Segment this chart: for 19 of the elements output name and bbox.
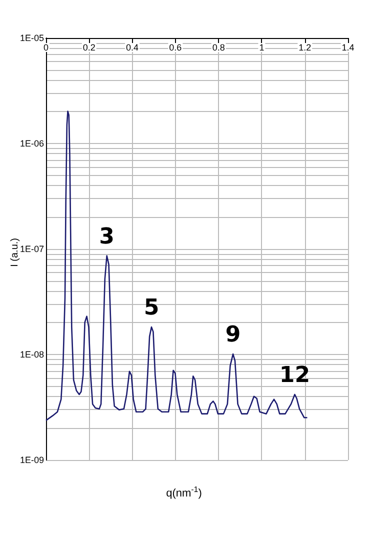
annotation: 9 — [225, 322, 241, 348]
x-tick-label: 0 — [43, 42, 49, 52]
y-tick-label: 1E-09 — [20, 455, 44, 465]
y-tick-label: 1E-08 — [20, 350, 44, 360]
x-tick-label: 1.4 — [342, 42, 354, 52]
x-tick-label: 0.8 — [212, 42, 225, 52]
x-tick-label: 1 — [259, 42, 264, 52]
line-series — [45, 110, 308, 422]
y-axis-title: I (a.u.) — [10, 238, 20, 267]
annotation: 5 — [144, 296, 160, 321]
y-tick-label: 1E-07 — [20, 244, 44, 254]
x-tick-label: 0.6 — [169, 42, 182, 52]
annotation: 3 — [99, 224, 114, 250]
y-tick-label: 1E-06 — [20, 138, 44, 148]
x-tick-label: 0.2 — [82, 42, 96, 52]
x-tick-label: 1.2 — [298, 42, 312, 52]
y-tick-label: 1E-05 — [20, 33, 44, 43]
x-tick-label: 0.4 — [126, 42, 139, 52]
annotation: 12 — [279, 362, 310, 388]
